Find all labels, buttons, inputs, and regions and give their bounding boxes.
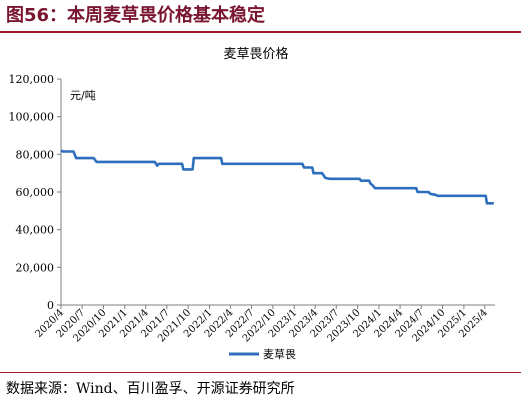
y-tick-label: 80,000: [16, 148, 55, 161]
line-chart: 麦草畏价格 元/吨 0 20,000 40,000 60,000 80,000 100,0…: [9, 46, 495, 361]
y-tick-label: 60,000: [16, 186, 55, 199]
y-axis: 0 20,000 40,000 60,000 80,000 100,000 120,000: [9, 73, 62, 312]
unit-label: 元/吨: [70, 89, 96, 102]
source-rule: [0, 372, 521, 373]
title-rule: [0, 31, 521, 33]
y-tick-label: 40,000: [16, 224, 55, 237]
series-layer: [60, 149, 494, 205]
figure-title: 图56：本周麦草畏价格基本稳定: [6, 5, 266, 26]
chart-title: 麦草畏价格: [223, 46, 288, 62]
source-note: 数据来源：Wind、百川盈孚、开源证券研究所: [6, 381, 295, 397]
series-line: [60, 149, 494, 205]
y-tick-label: 0: [47, 299, 54, 312]
y-tick-label: 120,000: [9, 73, 55, 86]
legend: 麦草畏: [229, 348, 296, 361]
y-tick-label: 100,000: [9, 111, 55, 124]
legend-label: 麦草畏: [263, 348, 296, 361]
y-tick-label: 20,000: [16, 261, 55, 274]
x-axis: 2020/42020/72020/102021/12021/42021/7202…: [33, 304, 495, 344]
